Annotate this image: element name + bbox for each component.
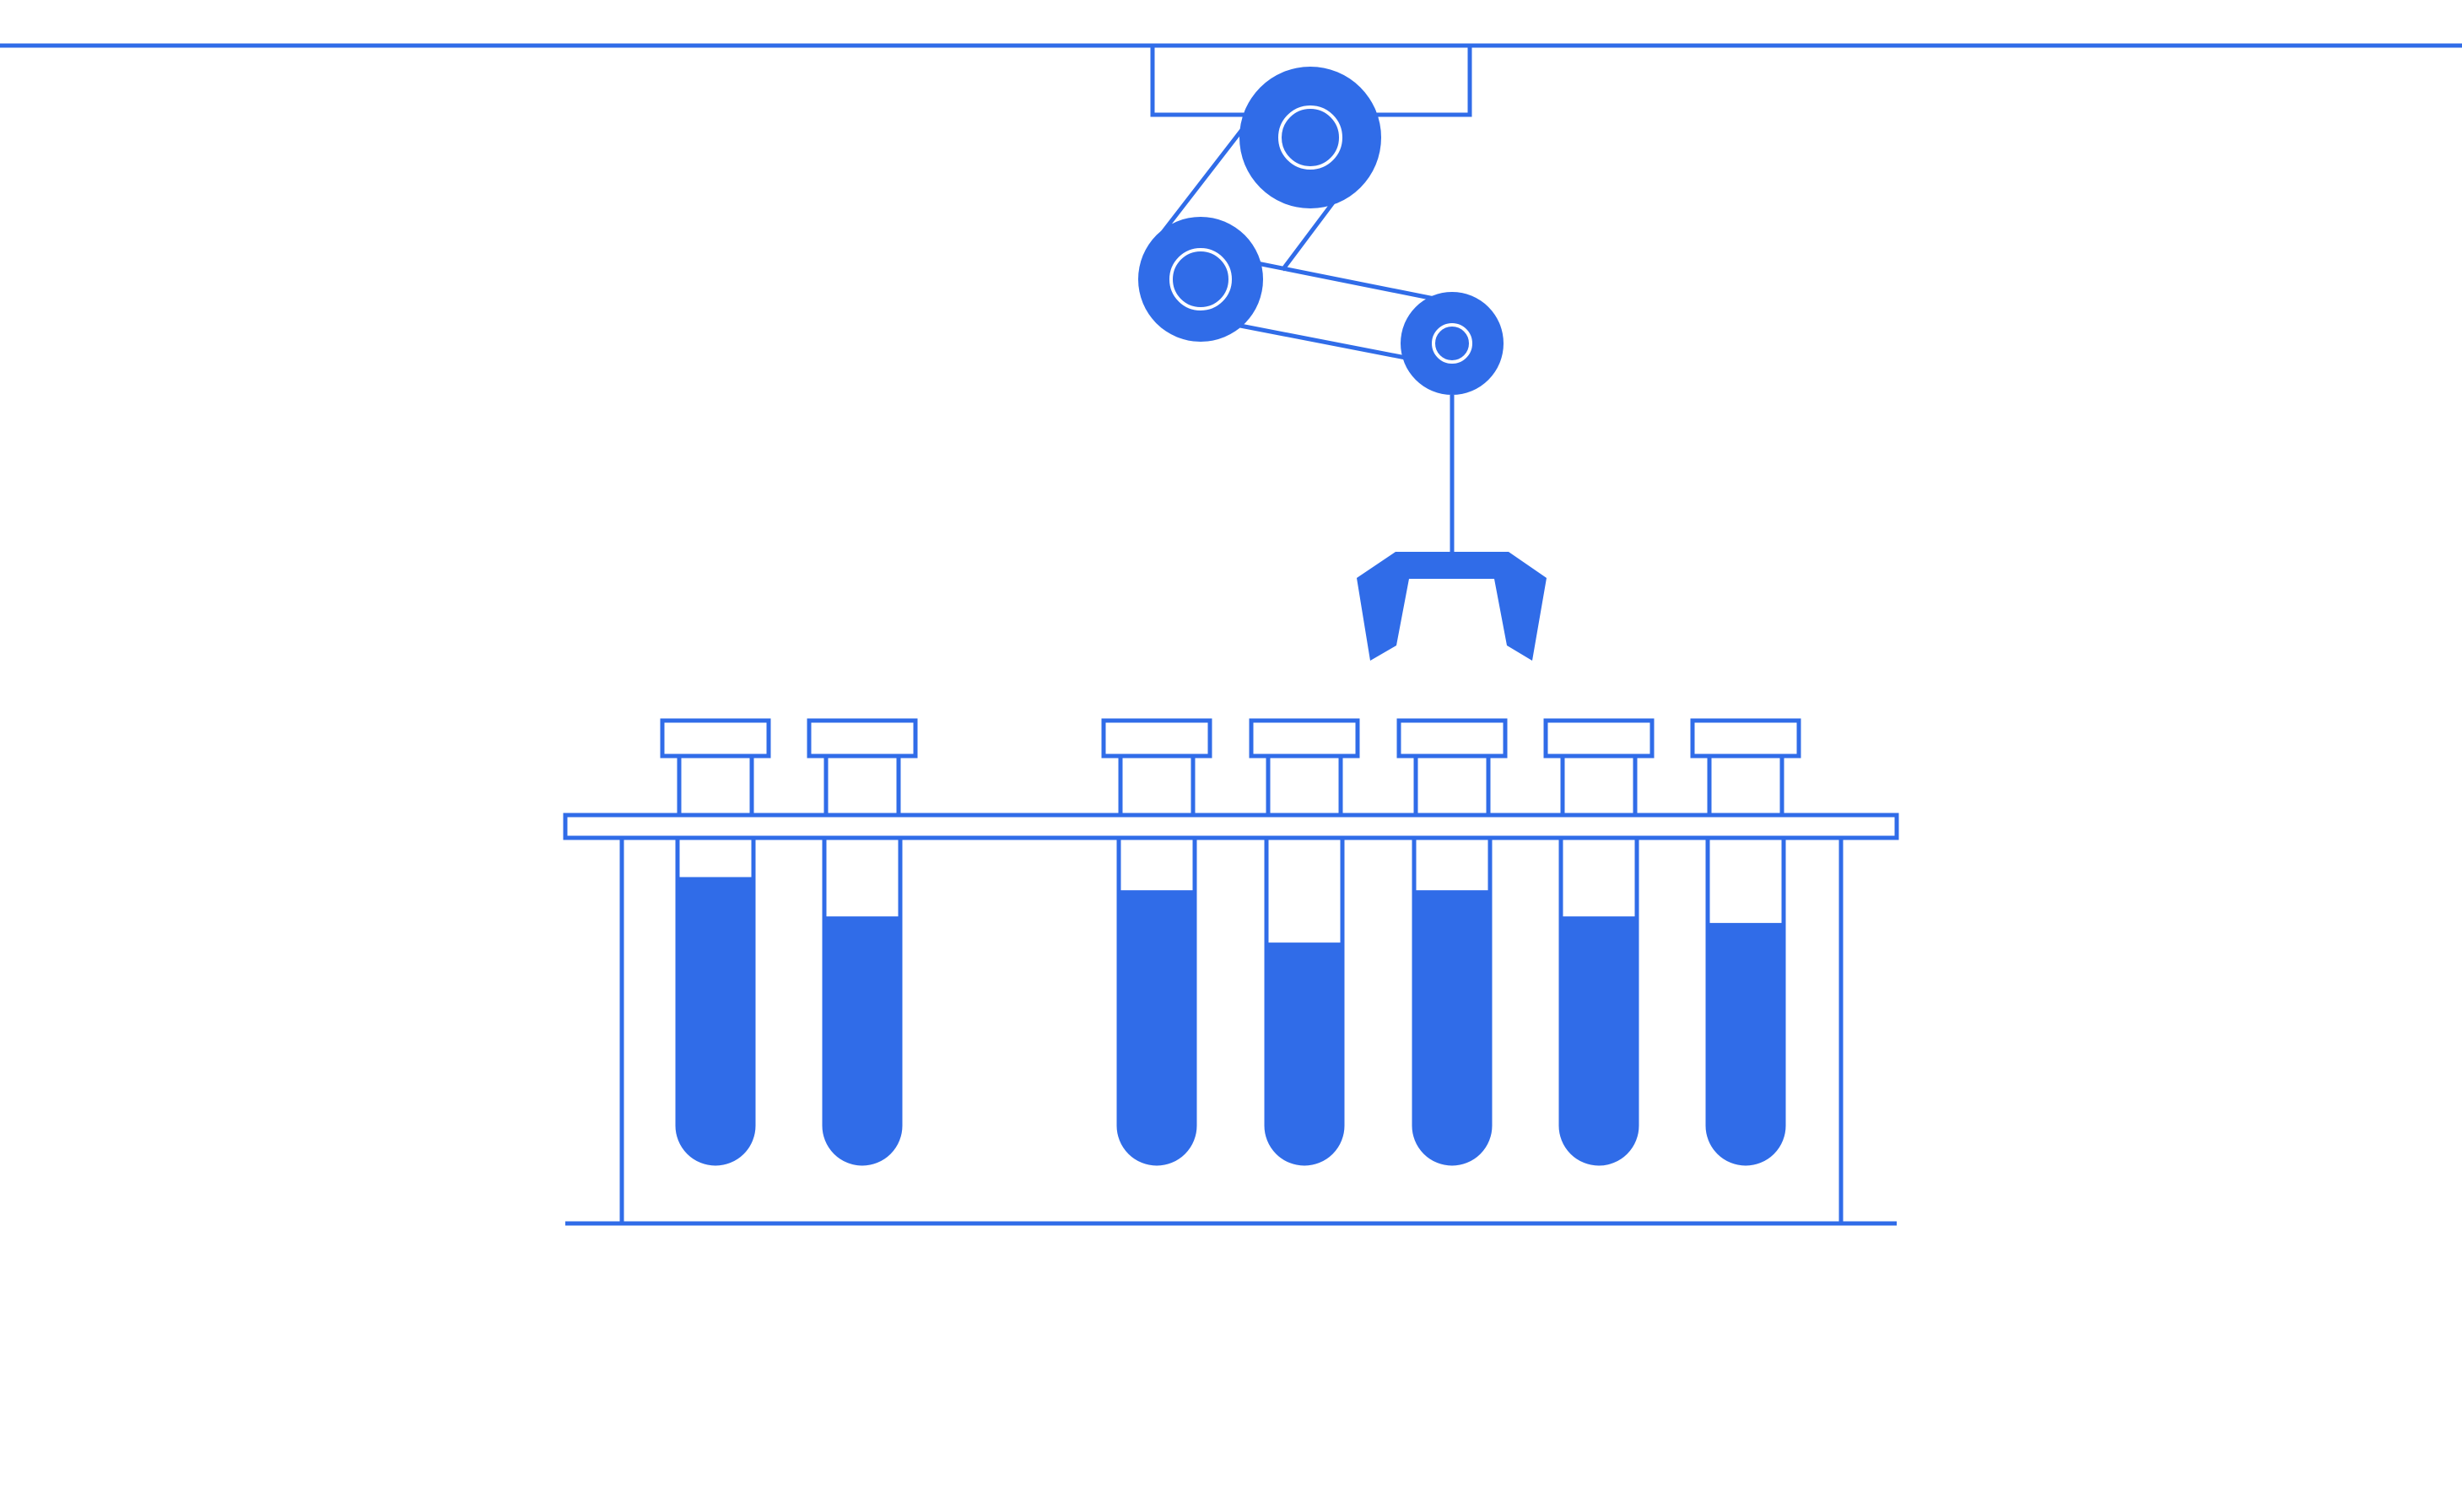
tube-neck xyxy=(677,753,754,818)
upper-link-edge xyxy=(1281,194,1340,272)
upper-link-edge xyxy=(1159,122,1249,236)
test-tube xyxy=(660,718,771,1166)
test-tube xyxy=(1249,718,1360,1166)
tube-liquid xyxy=(1266,942,1342,1164)
tube-cap xyxy=(1396,718,1508,759)
tube-cap xyxy=(1543,718,1655,759)
tube-cap xyxy=(660,718,771,759)
tube-liquid xyxy=(678,877,753,1164)
robotic-arm xyxy=(1138,46,1547,661)
forearm-edge xyxy=(1256,261,1435,301)
tube-neck xyxy=(1707,753,1784,818)
test-tube xyxy=(1396,718,1508,1166)
wrist-joint-disc xyxy=(1401,292,1504,395)
tube-liquid xyxy=(1119,890,1195,1164)
base-joint-ring xyxy=(1278,105,1342,170)
tube-neck xyxy=(823,753,901,818)
test-tube xyxy=(1101,718,1212,1166)
base-joint-disc xyxy=(1239,67,1381,208)
forearm-edge xyxy=(1239,323,1406,360)
tube-neck xyxy=(1560,753,1638,818)
elbow-joint-ring xyxy=(1169,248,1232,310)
tube-cap xyxy=(1101,718,1212,759)
tube-neck xyxy=(1413,753,1491,818)
tube-cap xyxy=(807,718,918,759)
test-tube xyxy=(807,718,918,1166)
tube-neck xyxy=(1118,753,1196,818)
tube-liquid xyxy=(1708,922,1784,1164)
wrist-joint-ring xyxy=(1432,323,1472,364)
tube-cap xyxy=(1249,718,1360,759)
test-tube-rack xyxy=(565,838,1897,1226)
tube-liquid xyxy=(824,916,900,1164)
test-tube xyxy=(1543,718,1655,1166)
tube-neck xyxy=(1266,753,1343,818)
rack-shelf xyxy=(563,813,1899,840)
elbow-joint-disc xyxy=(1138,217,1263,342)
gripper-claw xyxy=(1357,552,1547,661)
tube-liquid xyxy=(1561,916,1637,1164)
test-tubes xyxy=(563,718,1899,1166)
test-tube xyxy=(1690,718,1801,1166)
tube-liquid xyxy=(1414,890,1490,1164)
tube-cap xyxy=(1690,718,1801,759)
